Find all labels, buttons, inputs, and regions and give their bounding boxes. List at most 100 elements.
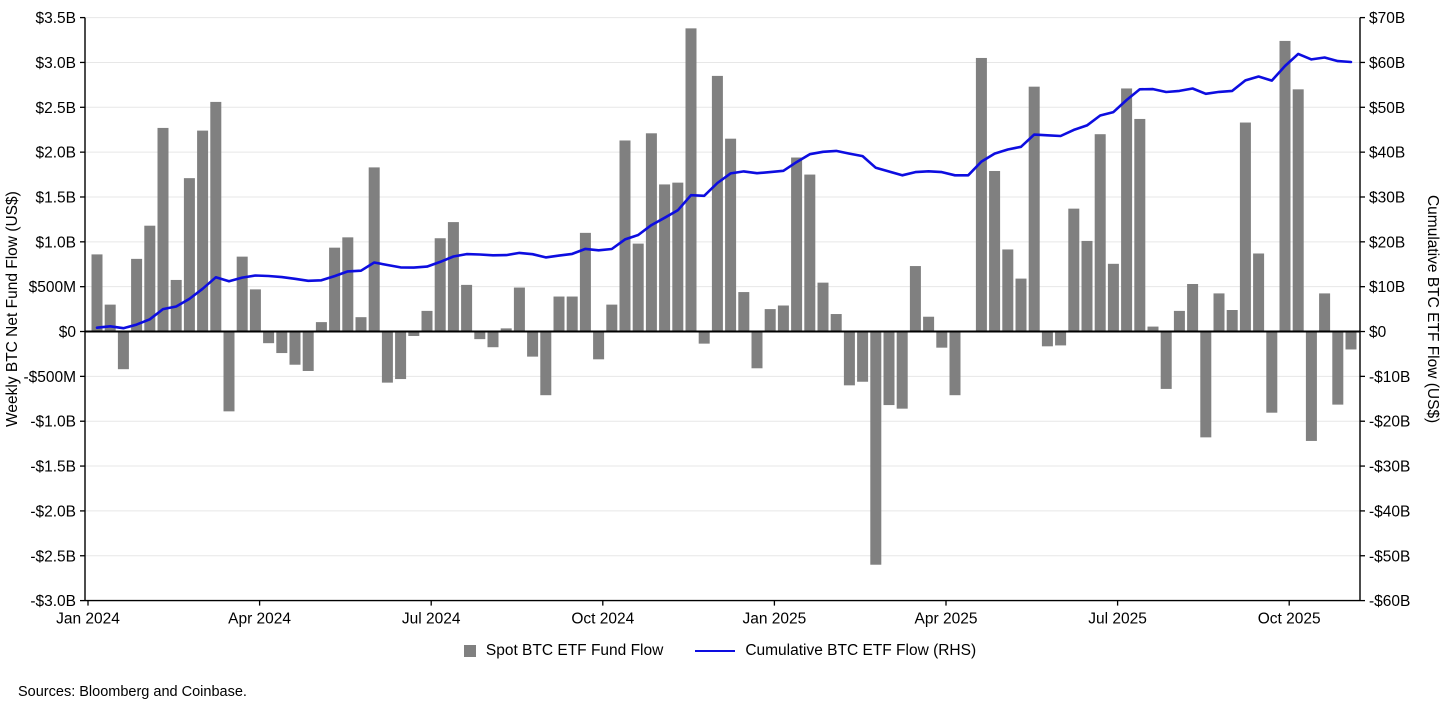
flow-bar <box>764 309 776 332</box>
right-tick-label: $50B <box>1369 100 1405 117</box>
flow-bar <box>447 222 459 332</box>
flow-bar <box>672 182 684 332</box>
left-tick-label: $2.5B <box>35 100 76 117</box>
flow-bar <box>1345 331 1357 350</box>
flow-bar <box>1015 278 1027 332</box>
flow-bar <box>329 247 341 332</box>
legend-line-swatch-icon <box>695 650 736 652</box>
flow-bar <box>527 331 539 357</box>
flow-bar <box>777 305 789 332</box>
axes <box>80 16 1365 606</box>
flow-bar <box>197 130 209 332</box>
flow-bar <box>1041 331 1053 347</box>
flow-bar <box>1279 40 1291 332</box>
flow-bar <box>1107 263 1119 332</box>
flow-bar <box>1002 249 1014 332</box>
right-tick-label: $10B <box>1369 279 1405 296</box>
legend: Spot BTC ETF Fund Flow Cumulative BTC ET… <box>0 642 1440 660</box>
left-tick-label: -$1.0B <box>30 414 76 431</box>
left-tick-label: -$2.5B <box>30 548 76 565</box>
flow-bar <box>434 238 446 332</box>
flow-bar <box>461 284 473 332</box>
flow-bar <box>236 256 248 332</box>
right-tick-label: $40B <box>1369 145 1405 162</box>
flow-bar <box>1266 331 1278 413</box>
flow-bar <box>791 157 803 332</box>
left-tick-label: $2.0B <box>35 145 76 162</box>
flow-bar <box>500 328 512 332</box>
flow-bar <box>725 138 737 332</box>
flow-bar <box>276 331 288 354</box>
flow-bar <box>738 292 750 332</box>
flow-bar <box>593 331 605 360</box>
right-tick-label: -$60B <box>1369 593 1410 610</box>
flow-bar <box>381 331 393 383</box>
legend-bar-swatch-icon <box>463 645 476 657</box>
flow-bar <box>1226 310 1238 332</box>
left-tick-label: $500M <box>29 279 76 296</box>
flow-bar <box>817 282 829 332</box>
left-tick-label: $0 <box>59 324 77 341</box>
left-tick-label: $1.5B <box>35 189 76 206</box>
flow-bar <box>685 28 697 332</box>
flow-bar <box>606 304 618 332</box>
x-tick-label: Apr 2025 <box>915 611 978 628</box>
flow-bar <box>342 237 354 332</box>
sources-note: Sources: Bloomberg and Coinbase. <box>18 684 247 700</box>
right-tick-label: -$10B <box>1369 369 1410 386</box>
flow-bar <box>909 266 921 332</box>
flow-bar <box>210 101 222 332</box>
axis-labels: $3.5B $3.0B $2.5B $2.0B $1.5B $1.0B $500M $0 -$5… <box>4 10 1440 628</box>
x-tick-label: Apr 2024 <box>228 611 291 628</box>
flow-bar <box>1292 89 1304 332</box>
x-tick-label: Jan 2024 <box>56 611 120 628</box>
flow-bar <box>355 317 367 332</box>
flow-bar <box>540 331 552 396</box>
weekly-flow-bars <box>91 28 1357 565</box>
flow-bar <box>949 331 961 396</box>
legend-label-cumulative-flow: Cumulative BTC ETF Flow (RHS) <box>745 642 977 659</box>
flow-bar <box>645 133 657 332</box>
flow-bar <box>157 127 169 332</box>
left-tick-label: $3.5B <box>35 10 76 27</box>
flow-bar <box>474 331 486 340</box>
flow-bar <box>263 331 275 344</box>
flow-bar <box>1305 331 1317 441</box>
flow-bar <box>408 331 420 336</box>
right-tick-label: -$20B <box>1369 414 1410 431</box>
flow-bar <box>117 331 129 370</box>
left-tick-label: -$500M <box>23 369 76 386</box>
flow-bar <box>830 314 842 332</box>
left-tick-label: $1.0B <box>35 234 76 251</box>
flow-bar <box>183 178 195 332</box>
right-tick-label: -$50B <box>1369 548 1410 565</box>
left-tick-label: -$3.0B <box>30 593 76 610</box>
flow-bar <box>936 331 948 348</box>
flow-bar <box>975 57 987 332</box>
flow-bar <box>1173 310 1185 332</box>
flow-bar <box>513 287 525 332</box>
flow-bar <box>91 254 103 332</box>
flow-bar <box>896 331 908 409</box>
cumulative-line-path <box>95 52 1353 330</box>
flow-bar <box>1068 208 1080 332</box>
flow-bar <box>553 296 565 332</box>
flow-bar <box>104 304 116 332</box>
flow-bar <box>421 310 433 332</box>
flow-bar <box>1121 88 1133 332</box>
flow-bar <box>711 75 723 332</box>
flow-bar <box>1239 122 1251 332</box>
x-tick-label: Jan 2025 <box>743 611 807 628</box>
right-tick-label: $30B <box>1369 189 1405 206</box>
flow-bar <box>804 174 816 332</box>
flow-bar <box>302 331 314 371</box>
flow-bar <box>289 331 301 365</box>
left-tick-label: -$2.0B <box>30 503 76 520</box>
flow-bar <box>223 331 235 412</box>
flow-bar <box>1028 86 1040 332</box>
right-tick-label: $20B <box>1369 234 1405 251</box>
flow-bar <box>1200 331 1212 438</box>
flow-bar <box>315 322 327 332</box>
right-tick-label: $60B <box>1369 55 1405 72</box>
